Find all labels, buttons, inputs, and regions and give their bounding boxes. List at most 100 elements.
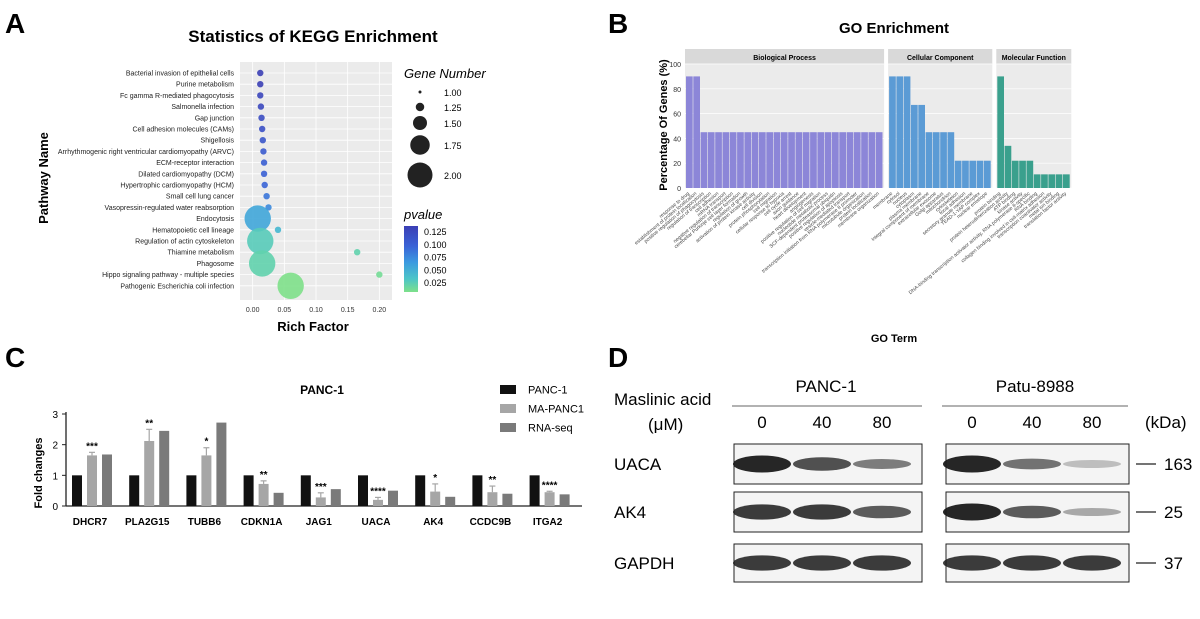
kegg-point [277,272,304,299]
wb-treatment-label: Maslinic acid [614,390,711,409]
panc1-bar [330,489,341,506]
panc1-bar [102,454,112,506]
panc1-bar [201,455,212,506]
go-bar [729,132,737,188]
kegg-size-legend: 1.00 1.25 1.50 1.75 2.00 [407,88,462,188]
kegg-x-tick-label: 0.15 [341,307,355,314]
kegg-point [260,170,268,177]
kegg-x-tick-label: 0.05 [278,307,292,314]
go-bar [780,132,788,188]
panc1-y-tick-label: 2 [52,441,58,452]
go-bar [932,132,940,188]
wb-band [943,555,1001,571]
panc1-bar [300,475,311,506]
go-bar [773,132,781,188]
wb-band [943,455,1001,473]
kegg-points [244,69,383,299]
western-blot: Maslinic acid (μM) PANC-1 Patu-8988 (kDa… [614,377,1192,583]
kegg-color-legend-label: 0.025 [424,278,447,288]
kegg-point [265,204,272,211]
panc1-bar [544,492,555,506]
go-facet-strip [888,49,993,64]
wb-dose-label: 0 [967,413,976,432]
kegg-x-tick-label: 0.20 [373,307,387,314]
go-facet-label: Biological Process [753,55,816,62]
go-bar [810,132,817,188]
kegg-size-legend-title: Gene Number [404,66,486,81]
go-y-axis-label: Percentage Of Genes (%) [658,59,670,191]
kegg-point [257,103,265,110]
wb-band [1063,555,1121,571]
kegg-pathway-label: ECM-receptor interaction [156,160,234,167]
go-bar [1004,145,1012,188]
panc1-y-tick-label: 0 [52,502,58,513]
kegg-point [259,137,266,144]
panc1-y-tick-label: 1 [52,471,58,482]
panc1-legend-swatch [500,385,516,394]
go-facet-label: Molecular Function [1002,55,1066,62]
kegg-color-legend-label: 0.050 [424,265,447,275]
wb-band [1003,555,1061,571]
kegg-point [257,92,264,99]
kegg-pathway-label: Hypertrophic cardiomyopathy (HCM) [120,183,234,190]
kegg-size-legend-label: 1.25 [444,103,462,113]
wb-band [733,504,791,520]
kegg-color-legend: 0.125 0.100 0.075 0.050 0.025 [424,227,447,288]
go-facet-label: Cellular Component [907,55,974,62]
go-bar [817,132,825,188]
kegg-size-legend-label: 1.00 [444,88,462,98]
kegg-pathway-label: Shigellosis [201,138,235,145]
panc1-significance: *** [315,482,327,493]
go-y-tick-label: 80 [673,87,681,94]
panc1-bar [186,475,197,506]
kegg-size-legend-label: 2.00 [444,171,462,181]
panc1-bar [559,494,570,506]
kegg-pathway-label: Fc gamma R-mediated phagocytosis [120,93,234,100]
panc1-legend: PANC-1 MA-PANC1 RNA-seq [500,385,584,435]
go-bar [925,132,933,188]
panc1-bar [487,492,498,506]
go-bar [715,132,722,188]
kegg-x-axis-label: Rich Factor [277,319,349,334]
panc1-bar [258,483,269,506]
panc1-bar [430,491,441,506]
go-bar [766,132,773,188]
panc1-bar [129,475,140,506]
go-bar [940,132,947,188]
panc1-legend-label: MA-PANC1 [528,404,584,416]
panc1-significance: **** [370,486,386,497]
go-bar [889,76,896,188]
panc1-legend-label: RNA-seq [528,423,573,435]
wb-band [1063,460,1121,468]
panc1-bar [358,475,368,506]
kegg-size-legend-dot [413,116,427,130]
go-bar [976,160,984,188]
go-bar [1055,174,1063,188]
kegg-size-legend-dot [415,102,425,112]
panc1-bar [315,497,326,506]
wb-band [853,505,911,519]
panc1-category-label: DHCR7 [73,517,108,528]
wb-band [1063,508,1121,516]
wb-protein-label: UACA [614,455,662,474]
kegg-pathway-label: Thiamine metabolism [167,250,234,257]
kegg-pathway-label: Hippo signaling pathway - multiple speci… [102,272,234,279]
kegg-color-legend-label: 0.075 [424,253,447,263]
kegg-point [376,271,383,278]
go-y-tick-label: 0 [677,186,681,193]
panc1-bar [87,455,97,506]
kegg-point [261,181,268,189]
go-bar [969,160,977,188]
wb-band [733,555,791,571]
panc1-bar [159,430,170,506]
kegg-pathway-label: Vasopressin-regulated water reabsorption [105,205,235,212]
wb-protein-label: AK4 [614,503,646,522]
go-title: GO Enrichment [839,20,949,37]
wb-band [1003,505,1061,519]
go-bar [1041,174,1048,188]
wb-dose-label: 40 [1023,413,1042,432]
go-bar [861,132,868,188]
wb-dose-label: 80 [1083,413,1102,432]
kegg-pathway-label: Cell adhesion molecules (CAMs) [132,127,234,134]
